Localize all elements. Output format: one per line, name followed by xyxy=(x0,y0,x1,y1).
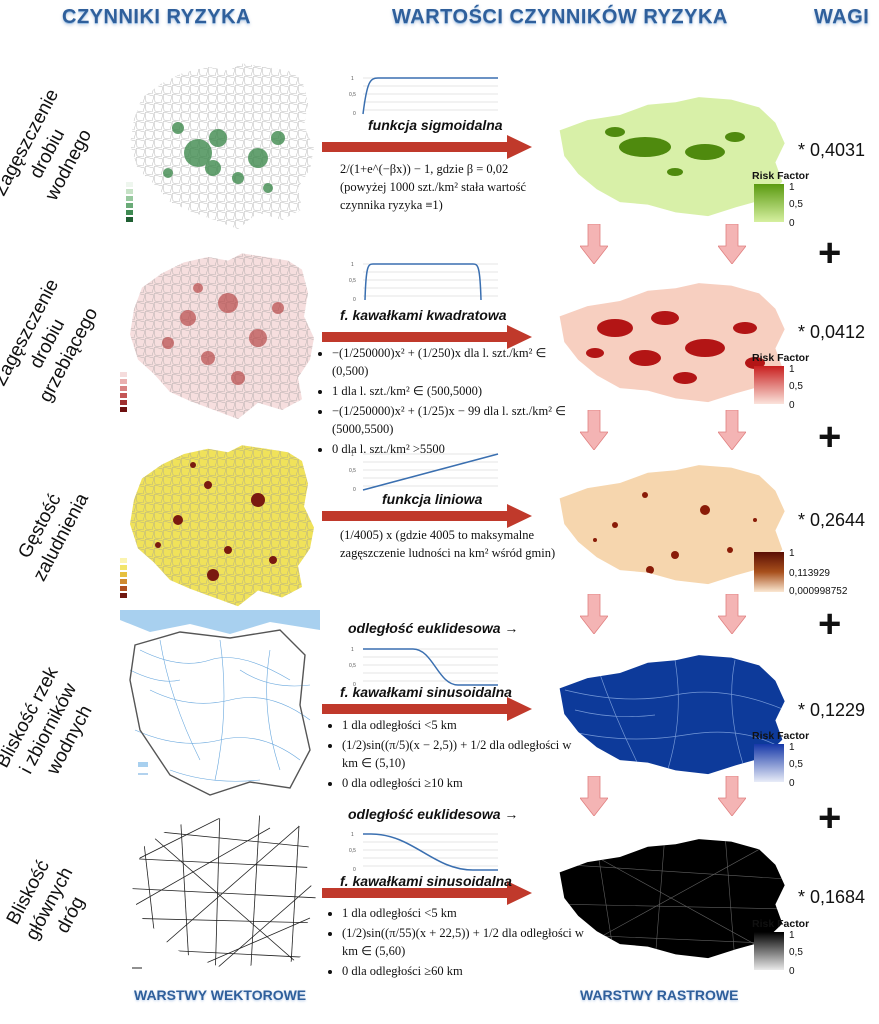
arrow-right-icon xyxy=(322,504,532,528)
function-name-quadratic: f. kawałkami kwadratowa xyxy=(340,307,507,323)
row-label-population: Gęstość zaludnienia xyxy=(14,490,93,585)
arrow-right-icon xyxy=(322,881,532,905)
arrow-down-icon xyxy=(580,776,608,816)
formula-sinusoidal-rivers: 1 dla odległości <5 km (1/2)sin((π/5)(x … xyxy=(328,716,578,794)
plus-sign: + xyxy=(818,415,842,459)
row-label-waterfowl: Zagęszczenie drobiu wodnego xyxy=(0,85,97,205)
raster-map-waterfowl xyxy=(559,97,785,217)
vector-map-waterfowl xyxy=(126,63,315,230)
svg-text:0: 0 xyxy=(353,297,356,303)
arrow-right-icon xyxy=(322,325,532,349)
plus-sign: + xyxy=(818,231,842,275)
weight-population: * 0,2644 xyxy=(798,510,866,530)
svg-text:1: 1 xyxy=(351,832,354,838)
weight-roads: * 0,1684 xyxy=(798,887,866,907)
vector-map-roads xyxy=(132,813,317,975)
svg-text:1: 1 xyxy=(351,76,354,82)
plus-sign: + xyxy=(818,602,842,646)
svg-text:0,5: 0,5 xyxy=(349,468,356,474)
formula-sigmoid: 2/(1+e^(−βx)) − 1, gdzie β = 0,02 (powyż… xyxy=(340,162,526,212)
legend-waterfowl: Risk Factor 1 0,5 0 xyxy=(752,170,810,229)
svg-text:0: 0 xyxy=(353,682,356,688)
vector-map-gallinaceous xyxy=(120,253,315,420)
arrow-down-icon xyxy=(718,776,746,816)
function-name-sinusoidal-roads: f. kawałkami sinusoidalna xyxy=(340,873,512,889)
svg-text:0: 0 xyxy=(353,867,356,873)
distance-label-roads: odległość euklidesowa → xyxy=(348,806,519,822)
function-name-linear: funkcja liniowa xyxy=(382,491,483,507)
quadratic-function-chart: 10,50 xyxy=(349,262,498,303)
legend-rivers: Risk Factor 1 0,5 0 xyxy=(752,730,810,789)
raster-map-gallinaceous xyxy=(559,283,785,403)
row-label-roads: Bliskość głównych dróg xyxy=(2,856,89,944)
function-name-sinusoidal-rivers: f. kawałkami sinusoidalna xyxy=(340,684,512,700)
legend-roads: Risk Factor 1 0,5 0 xyxy=(752,918,810,977)
function-name-sigmoid: funkcja sigmoidalna xyxy=(368,117,503,133)
raster-map-roads xyxy=(559,839,785,959)
weight-rivers: * 0,1229 xyxy=(798,700,866,720)
svg-text:0,5: 0,5 xyxy=(349,278,356,284)
plus-sign: + xyxy=(818,796,842,840)
svg-text:0: 0 xyxy=(353,487,356,493)
legend-gallinaceous: Risk Factor 1 0,5 0 xyxy=(752,352,810,411)
raster-map-population xyxy=(559,465,785,585)
svg-text:1: 1 xyxy=(351,647,354,653)
arrow-down-icon xyxy=(718,594,746,634)
arrow-down-icon xyxy=(580,224,608,264)
weight-waterfowl: * 0,4031 xyxy=(798,140,866,160)
weight-gallinaceous: * 0,0412 xyxy=(798,322,866,342)
arrow-right-icon xyxy=(322,697,532,721)
formula-quadratic: −(1/250000)x² + (1/250)x dla l. szt./km²… xyxy=(318,344,568,460)
header-weights: WAGI xyxy=(814,6,870,28)
svg-text:0,5: 0,5 xyxy=(349,92,356,98)
formula-sinusoidal-roads: 1 dla odległości <5 km (1/2)sin((π/55)(x… xyxy=(328,904,588,982)
formula-linear: (1/4005) x (gdzie 4005 to maksymalne zag… xyxy=(340,528,556,560)
arrow-down-icon xyxy=(580,410,608,450)
arrow-down-icon xyxy=(580,594,608,634)
raster-map-rivers xyxy=(559,655,785,775)
arrow-right-icon xyxy=(322,135,532,159)
footer-raster-layers: WARSTWY RASTROWE xyxy=(580,987,739,1003)
sigmoid-function-chart: 10,50 xyxy=(349,76,498,117)
svg-text:0: 0 xyxy=(353,111,356,117)
arrow-down-icon xyxy=(718,224,746,264)
svg-text:0,5: 0,5 xyxy=(349,663,356,669)
row-label-gallinaceous: Zagęszczenie drobiu grzebiącego xyxy=(0,275,103,406)
distance-label-rivers: odległość euklidesowa → xyxy=(348,620,519,636)
vector-map-population xyxy=(120,445,315,607)
header-risk-factors: CZYNNIKI RYZYKA xyxy=(62,6,251,28)
vector-map-rivers xyxy=(120,610,320,805)
sinusoidal-function-chart-rivers: 10,50 xyxy=(349,647,498,688)
svg-text:0,5: 0,5 xyxy=(349,848,356,854)
svg-text:1: 1 xyxy=(351,262,354,268)
arrow-down-icon xyxy=(718,410,746,450)
linear-function-chart: 10,50 xyxy=(349,452,499,493)
svg-text:1: 1 xyxy=(351,452,354,458)
row-label-rivers: Bliskość rzek i zbiorników wodnych xyxy=(0,663,97,779)
sinusoidal-function-chart-roads: 10,50 xyxy=(349,832,498,873)
footer-vector-layers: WARSTWY WEKTOROWE xyxy=(134,987,307,1003)
header-risk-factor-values: WARTOŚCI CZYNNIKÓW RYZYKA xyxy=(392,6,728,28)
legend-population: Risk Factor 1 0,113929 0,000998752 xyxy=(748,548,873,610)
